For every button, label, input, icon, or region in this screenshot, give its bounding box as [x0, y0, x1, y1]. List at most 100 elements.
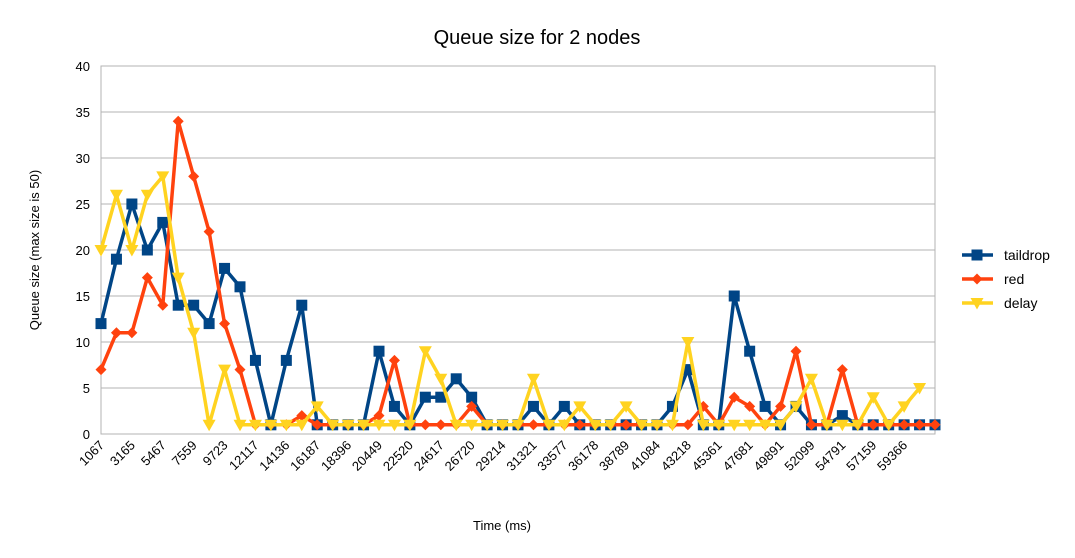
data-point — [157, 216, 169, 228]
x-tick-label: 59366 — [874, 438, 910, 474]
data-point — [141, 272, 153, 284]
data-point — [94, 245, 108, 257]
y-tick-label: 30 — [76, 151, 90, 166]
data-point — [480, 419, 494, 432]
data-point — [527, 400, 539, 412]
data-point — [557, 419, 571, 432]
data-point — [435, 419, 447, 431]
x-tick-label: 26720 — [442, 438, 478, 474]
y-tick-label: 5 — [83, 381, 90, 396]
data-point — [126, 198, 138, 210]
data-point — [897, 401, 911, 413]
data-point — [620, 419, 632, 431]
y-tick-label: 0 — [83, 427, 90, 442]
x-tick-label: 12117 — [226, 438, 261, 473]
data-point — [126, 327, 138, 339]
data-point — [449, 419, 463, 432]
data-point — [172, 115, 184, 127]
data-point — [851, 419, 865, 432]
data-point — [248, 419, 262, 432]
data-point — [588, 419, 602, 432]
legend-marker — [970, 298, 984, 310]
legend-label: delay — [1004, 295, 1037, 311]
series-layer — [94, 115, 941, 432]
gridlines — [100, 65, 936, 435]
data-point — [604, 419, 618, 432]
data-point — [450, 373, 462, 385]
x-axis-label: Time (ms) — [473, 518, 531, 533]
data-point — [804, 373, 818, 386]
data-point — [372, 419, 386, 432]
data-point — [357, 419, 371, 432]
data-point — [373, 410, 385, 422]
data-point — [125, 245, 139, 257]
data-point — [542, 419, 556, 432]
data-point — [218, 364, 232, 377]
data-point — [279, 419, 293, 432]
x-tick-label: 49891 — [751, 438, 787, 474]
data-point — [682, 419, 694, 431]
data-point — [419, 391, 431, 403]
data-point — [219, 262, 231, 274]
data-point — [188, 299, 200, 311]
data-point — [836, 364, 848, 376]
data-point — [466, 391, 478, 403]
legend-item-delay: delay — [962, 295, 1037, 311]
data-point — [913, 383, 927, 395]
data-point — [295, 419, 309, 432]
data-point — [914, 419, 926, 431]
x-tick-label: 47681 — [720, 438, 756, 474]
data-point — [171, 272, 185, 285]
data-point — [805, 419, 817, 431]
data-point — [233, 419, 247, 432]
data-point — [774, 419, 788, 432]
data-point — [712, 419, 726, 432]
data-point — [465, 419, 479, 432]
data-point — [696, 419, 710, 432]
data-point — [280, 354, 292, 366]
x-tick-label: 22520 — [380, 438, 416, 474]
data-point — [882, 419, 896, 432]
x-tick-label: 31321 — [503, 438, 539, 474]
data-point — [388, 400, 400, 412]
legend-marker — [971, 249, 983, 261]
data-point — [682, 364, 694, 376]
data-point — [727, 419, 741, 432]
data-point — [650, 419, 664, 432]
data-point — [728, 391, 740, 403]
data-point — [728, 290, 740, 302]
x-tick-label: 38789 — [596, 438, 632, 474]
data-point — [743, 419, 757, 432]
data-point — [109, 189, 123, 202]
data-point — [387, 419, 401, 432]
data-point — [898, 419, 910, 431]
data-point — [866, 392, 880, 404]
data-point — [758, 419, 772, 432]
data-point — [203, 318, 215, 330]
x-tick-label: 45361 — [689, 438, 725, 474]
y-axis-label: Queue size (max size is 50) — [27, 170, 42, 330]
data-point — [234, 281, 246, 293]
legend: taildrop red delay — [962, 247, 1050, 311]
data-point — [434, 373, 448, 386]
data-point — [95, 364, 107, 376]
x-tick-label: 41084 — [627, 438, 663, 474]
legend-marker — [971, 273, 983, 285]
data-point — [373, 345, 385, 357]
legend-item-taildrop: taildrop — [962, 247, 1050, 263]
x-tick-label: 3165 — [107, 438, 138, 469]
data-point — [835, 419, 849, 432]
data-point — [264, 419, 278, 432]
series-delay — [94, 171, 927, 432]
data-point — [820, 419, 834, 432]
chart-title: Queue size for 2 nodes — [434, 27, 641, 49]
data-point — [110, 327, 122, 339]
data-point — [744, 400, 756, 412]
data-point — [619, 401, 633, 413]
data-point — [156, 171, 170, 183]
data-point — [466, 400, 478, 412]
data-point — [249, 354, 261, 366]
data-point — [759, 400, 771, 412]
data-point — [341, 419, 355, 432]
